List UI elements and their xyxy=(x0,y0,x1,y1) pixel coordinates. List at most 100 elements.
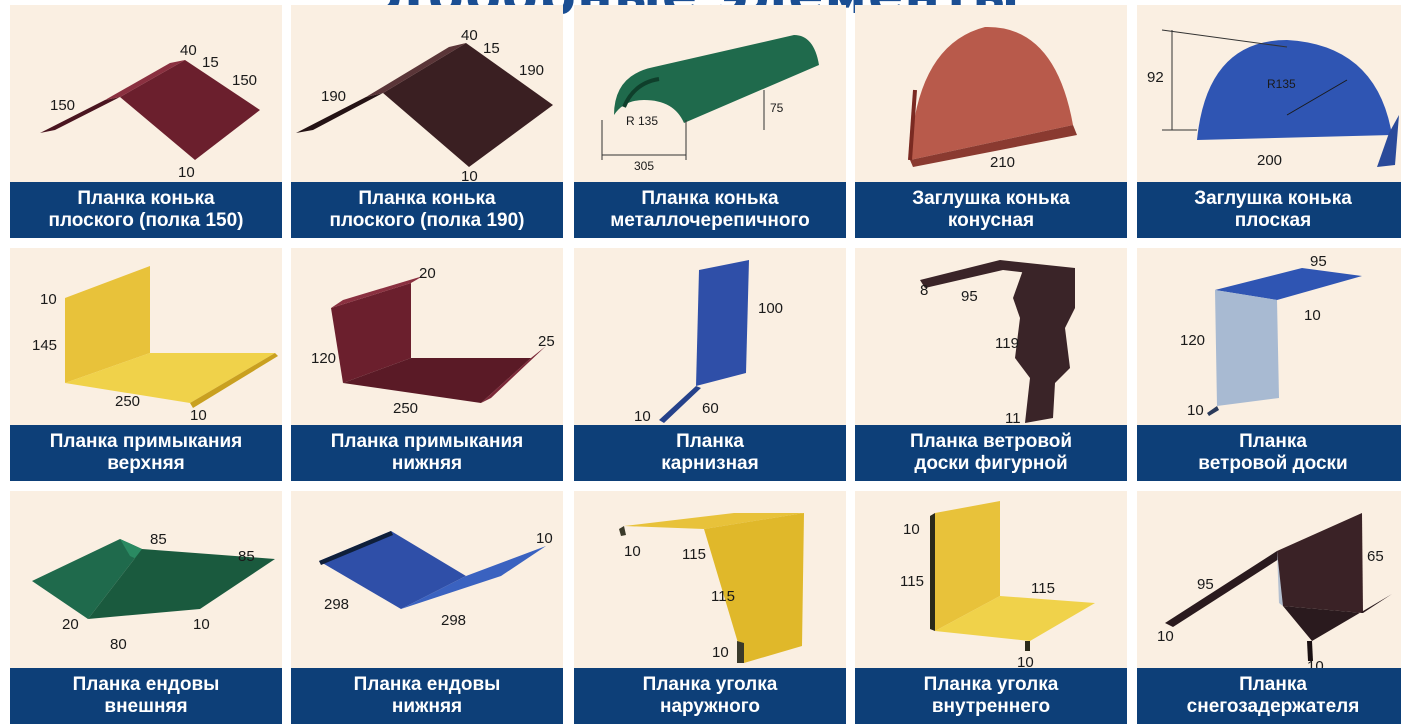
product-label-line: плоская xyxy=(1234,210,1312,231)
product-label: Заглушка конька конусная xyxy=(855,182,1127,238)
product-card-corner-outer: 10 115 115 10 Планка уголка наружного xyxy=(574,491,846,724)
dim-label: 20 xyxy=(419,265,436,282)
product-label-line: Планка xyxy=(676,431,744,452)
product-label-line: Планка примыкания xyxy=(49,431,243,452)
dim-label: 150 xyxy=(232,72,257,89)
dim-label: 10 xyxy=(1157,628,1174,645)
product-card-valley-inner: 10 298 298 Планка ендовы нижняя xyxy=(291,491,563,724)
wind-board-shaped-drawing: 8 95 119 11 xyxy=(920,260,1075,427)
product-label-line: внешняя xyxy=(104,696,188,717)
product-card-wind-board: 95 10 120 10 Планка ветровой доски xyxy=(1137,248,1401,481)
product-card-ridge-cap-cone: 210 Заглушка конька конусная xyxy=(855,5,1127,238)
dim-label: 10 xyxy=(190,407,207,424)
product-label-line: металлочерепичного xyxy=(610,210,810,231)
dim-label: 305 xyxy=(634,159,654,173)
dim-label: 20 xyxy=(62,616,79,633)
product-label: Планка конька плоского (полка 190) xyxy=(291,182,563,238)
product-label-line: Планка конька xyxy=(358,188,496,209)
product-card-eaves: 100 10 60 Планка карнизная xyxy=(574,248,846,481)
product-card-ridge-flat-150: 40 15 150 150 10 Планка конька плоского … xyxy=(10,5,282,238)
dim-label: 145 xyxy=(32,337,57,354)
product-card-ridge-flat-190: 40 15 190 190 10 Планка конька плоского … xyxy=(291,5,563,238)
dim-label: 8 xyxy=(920,282,928,299)
product-label-line: нижняя xyxy=(391,453,463,474)
dim-label: 65 xyxy=(1367,548,1384,565)
dim-label: 10 xyxy=(178,164,195,181)
product-label-line: верхняя xyxy=(107,453,185,474)
product-label-line: Заглушка конька xyxy=(1194,188,1352,209)
product-label-line: наружного xyxy=(659,696,761,717)
ridge-flat-190-drawing: 40 15 190 190 10 xyxy=(296,27,553,185)
dim-label: 10 xyxy=(1017,654,1034,671)
dim-label: 10 xyxy=(193,616,210,633)
product-label: Заглушка конька плоская xyxy=(1137,182,1401,238)
ridge-flat-150-drawing: 40 15 150 150 10 xyxy=(40,42,260,181)
dim-label: 85 xyxy=(150,531,167,548)
ridge-tile-drawing: R 135 75 305 xyxy=(601,35,819,173)
dim-label: 85 xyxy=(238,548,255,565)
dim-label: R135 xyxy=(1267,77,1296,91)
dim-label: 10 xyxy=(536,530,553,547)
product-label: Планка примыкания нижняя xyxy=(291,425,563,481)
product-label: Планка уголка внутреннего xyxy=(855,668,1127,724)
abutment-top-drawing: 10 145 250 10 xyxy=(32,266,278,424)
dim-label: 115 xyxy=(1031,580,1055,597)
dim-label: 40 xyxy=(180,42,197,59)
eaves-drawing: 100 10 60 xyxy=(634,260,783,425)
product-label: Планка примыкания верхняя xyxy=(10,425,282,481)
dim-label: 10 xyxy=(1187,402,1204,419)
product-label: Планка уголка наружного xyxy=(574,668,846,724)
product-card-ridge-tile: R 135 75 305 Планка конька металлочерепи… xyxy=(574,5,846,238)
product-label-line: Заглушка конька xyxy=(912,188,1070,209)
product-card-abutment-bottom: 20 120 25 250 Планка примыкания нижняя xyxy=(291,248,563,481)
dim-label: 250 xyxy=(115,393,140,410)
dim-label: 10 xyxy=(712,644,729,661)
product-label-line: внутреннего xyxy=(931,696,1051,717)
dim-label: 115 xyxy=(900,573,924,590)
snow-guard-drawing: 65 95 10 10 xyxy=(1157,513,1392,673)
product-label-line: Планка уголка xyxy=(923,674,1059,695)
dim-label: 95 xyxy=(1197,576,1214,593)
dim-label: 298 xyxy=(324,596,349,613)
dim-label: 11 xyxy=(1005,410,1021,427)
dim-label: 190 xyxy=(519,62,544,79)
dim-label: 95 xyxy=(1310,253,1327,270)
dim-label: 40 xyxy=(461,27,478,44)
dim-label: 10 xyxy=(40,291,57,308)
valley-inner-drawing: 10 298 298 xyxy=(319,530,553,629)
product-card-wind-board-shaped: 8 95 119 11 Планка ветровой доски фигурн… xyxy=(855,248,1127,481)
dim-label: 15 xyxy=(202,54,219,71)
product-label: Планка конька плоского (полка 150) xyxy=(10,182,282,238)
dim-label: 75 xyxy=(770,101,784,115)
product-card-snow-guard: 65 95 10 10 Планка снегозадержателя xyxy=(1137,491,1401,724)
product-label-line: Планка ендовы xyxy=(72,674,220,695)
abutment-bottom-drawing: 20 120 25 250 xyxy=(311,265,555,417)
product-card-ridge-cap-flat: 92 R135 200 Заглушка конька плоская xyxy=(1137,5,1401,238)
product-label: Планка ендовы нижняя xyxy=(291,668,563,724)
product-label-line: Планка уголка xyxy=(642,674,778,695)
product-card-abutment-top: 10 145 250 10 Планка примыкания верхняя xyxy=(10,248,282,481)
product-label-line: плоского (полка 150) xyxy=(48,210,244,231)
product-label-line: плоского (полка 190) xyxy=(329,210,525,231)
corner-outer-drawing: 10 115 115 10 xyxy=(619,513,804,663)
dim-label: 100 xyxy=(758,300,783,317)
dim-label: 120 xyxy=(1180,332,1205,349)
product-label-line: конусная xyxy=(947,210,1035,231)
dim-label: 25 xyxy=(538,333,555,350)
product-label: Планка ветровой доски xyxy=(1137,425,1401,481)
dim-label: 60 xyxy=(702,400,719,417)
dim-label: 10 xyxy=(634,408,651,425)
product-label: Планка конька металлочерепичного xyxy=(574,182,846,238)
dim-label: 190 xyxy=(321,88,346,105)
dim-label: 115 xyxy=(711,588,735,605)
product-label-line: Планка примыкания xyxy=(330,431,524,452)
dim-label: 200 xyxy=(1257,152,1282,169)
product-label: Планка карнизная xyxy=(574,425,846,481)
dim-label: 15 xyxy=(483,40,500,57)
wind-board-drawing: 95 10 120 10 xyxy=(1180,253,1362,419)
valley-outer-drawing: 85 85 20 10 80 xyxy=(32,531,275,653)
dim-label: 115 xyxy=(682,546,706,563)
product-label-line: доски фигурной xyxy=(914,453,1068,474)
product-label-line: Планка ветровой xyxy=(909,431,1073,452)
dim-label: 10 xyxy=(624,543,641,560)
